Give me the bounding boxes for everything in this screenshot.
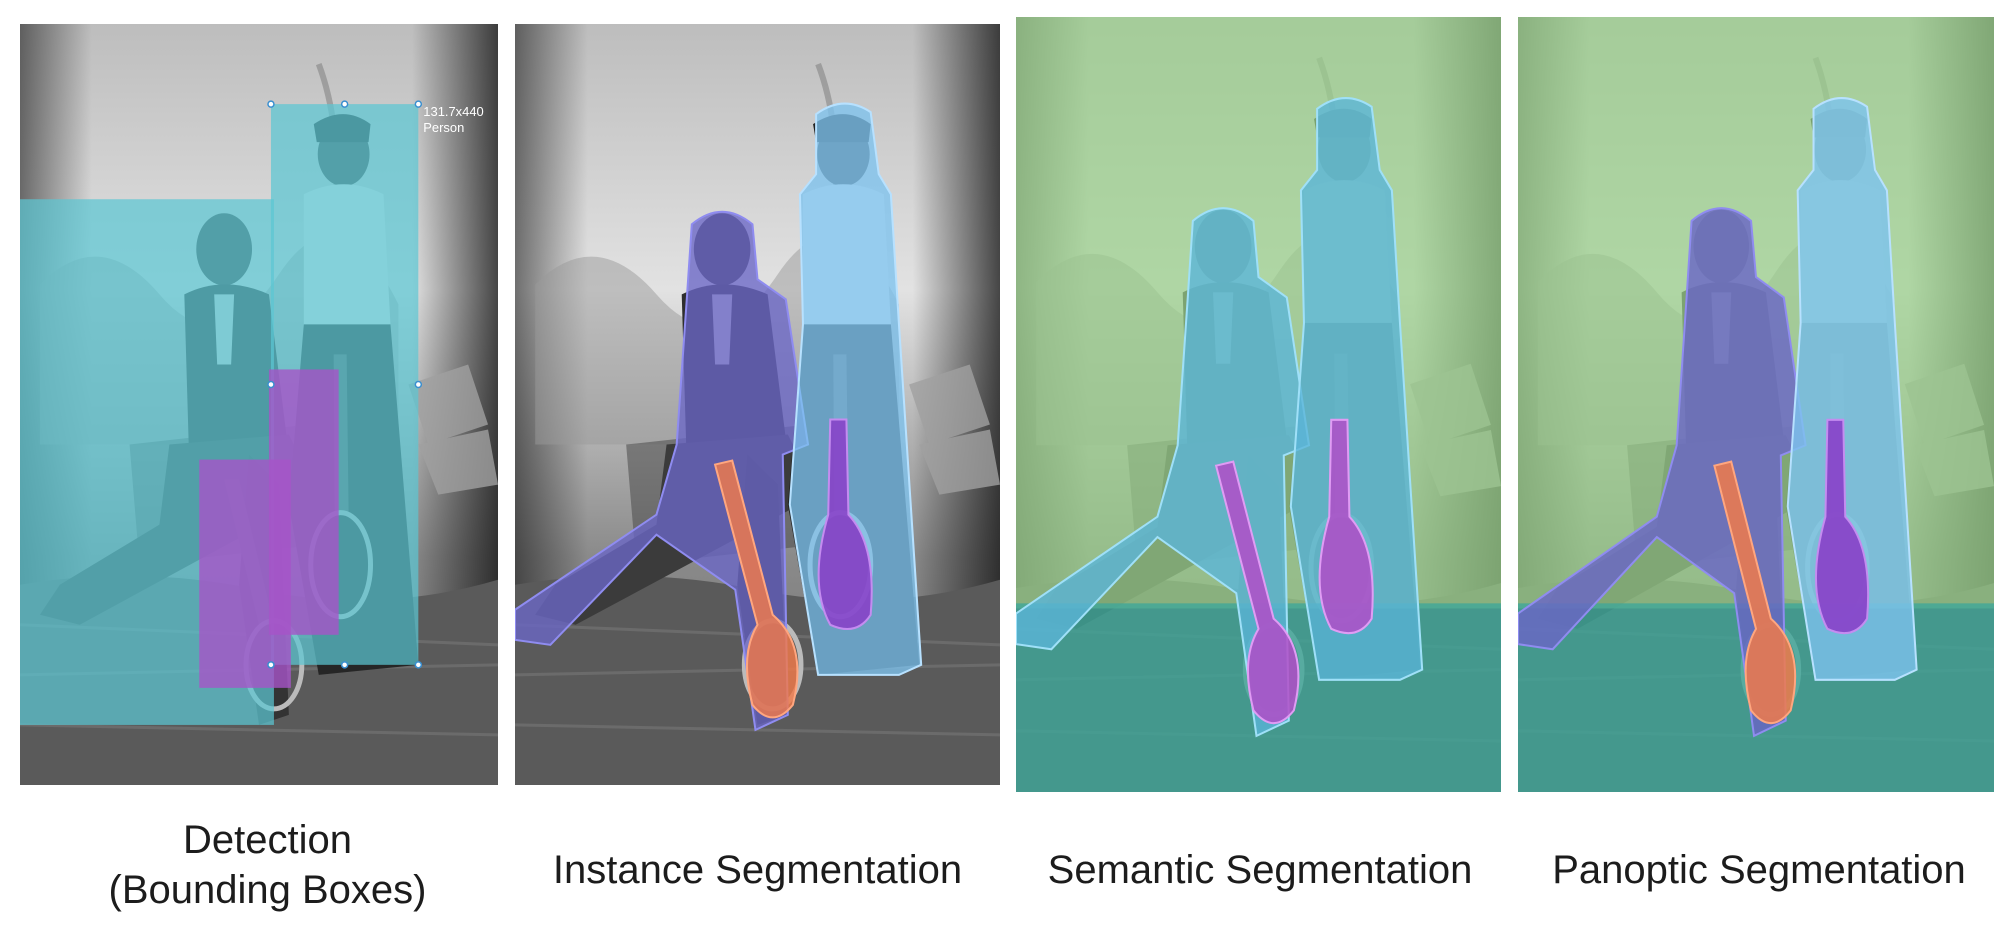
semantic-mask-rackets[interactable] bbox=[1214, 418, 1374, 725]
instance-mask-racket-orange[interactable] bbox=[713, 459, 799, 719]
caption-detection-line1: Detection bbox=[183, 818, 352, 862]
instance-mask-racket-purple[interactable] bbox=[817, 418, 873, 631]
caption-instance: Instance Segmentation bbox=[515, 845, 1000, 895]
caption-semantic-line1: Semantic Segmentation bbox=[1047, 848, 1473, 892]
panel-instance bbox=[515, 24, 1000, 785]
panoptic-image bbox=[1518, 17, 1994, 792]
panel-detection: 131.7x440 Person bbox=[20, 24, 498, 785]
caption-panoptic-line1: Panoptic Segmentation bbox=[1552, 848, 1966, 892]
instance-mask-man[interactable] bbox=[515, 210, 810, 732]
panoptic-mask-woman[interactable] bbox=[1786, 97, 1918, 681]
caption-instance-line1: Instance Segmentation bbox=[552, 848, 963, 892]
panoptic-mask-racket-orange[interactable] bbox=[1713, 460, 1797, 725]
panoptic-mask-man[interactable] bbox=[1518, 207, 1807, 738]
panel-panoptic bbox=[1518, 17, 1994, 792]
box-label-dims: 131.7x440 bbox=[423, 104, 483, 119]
semantic-image bbox=[1016, 17, 1501, 792]
semantic-mask-persons[interactable] bbox=[1016, 97, 1424, 738]
racket-box-right[interactable] bbox=[268, 369, 339, 635]
box-label-class: Person bbox=[423, 120, 464, 135]
caption-detection-line2: (Bounding Boxes) bbox=[108, 868, 427, 912]
instance-image bbox=[515, 24, 1000, 785]
caption-detection: Detection (Bounding Boxes) bbox=[20, 815, 515, 915]
panoptic-mask-racket-purple[interactable] bbox=[1815, 418, 1870, 635]
caption-semantic: Semantic Segmentation bbox=[1010, 845, 1510, 895]
instance-mask-woman[interactable] bbox=[788, 102, 923, 676]
panel-semantic bbox=[1016, 17, 1501, 792]
selected-box-handles[interactable] bbox=[267, 100, 423, 669]
caption-panoptic: Panoptic Segmentation bbox=[1512, 845, 2006, 895]
detection-image: 131.7x440 Person bbox=[20, 24, 498, 785]
